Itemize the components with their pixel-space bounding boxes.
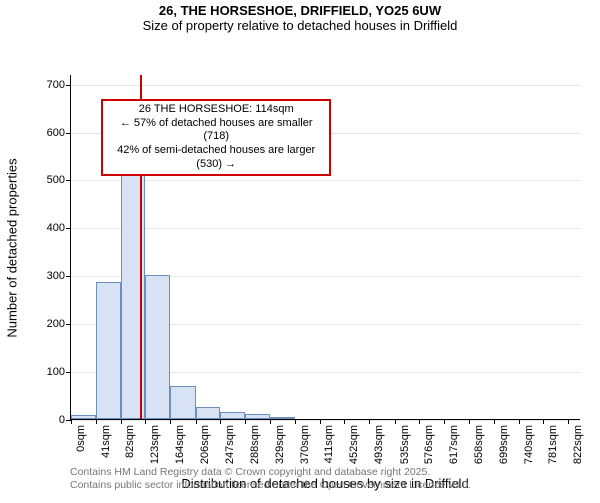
xtick-label: 0sqm [75, 425, 87, 452]
attribution: Contains HM Land Registry data © Crown c… [70, 466, 471, 492]
xtick-label: 41sqm [100, 425, 112, 458]
xtick-mark [494, 419, 495, 424]
annotation-line3: 42% of semi-detached houses are larger (… [109, 144, 323, 172]
xtick-mark [519, 419, 520, 424]
y-axis-label: Number of detached properties [5, 158, 20, 337]
xtick-mark [71, 419, 72, 424]
histogram-bar [220, 412, 245, 419]
histogram-bar [270, 417, 295, 419]
ytick-mark [66, 180, 71, 181]
histogram-bar [96, 282, 121, 419]
ytick-label: 700 [47, 79, 65, 91]
xtick-mark [344, 419, 345, 424]
ytick-label: 100 [47, 366, 65, 378]
xtick-mark [196, 419, 197, 424]
plot-area: 26 THE HORSESHOE: 114sqm ← 57% of detach… [70, 75, 580, 420]
ytick-label: 600 [47, 127, 65, 139]
xtick-mark [270, 419, 271, 424]
xtick-mark [170, 419, 171, 424]
ytick-mark [66, 276, 71, 277]
gridline-h [71, 180, 580, 181]
xtick-label: 699sqm [498, 425, 510, 464]
ytick-label: 200 [47, 318, 65, 330]
ytick-mark [66, 85, 71, 86]
xtick-label: 329sqm [274, 425, 286, 464]
ytick-mark [66, 324, 71, 325]
histogram-bar [170, 386, 195, 419]
ytick-mark [66, 228, 71, 229]
xtick-label: 288sqm [249, 425, 261, 464]
xtick-mark [145, 419, 146, 424]
xtick-label: 781sqm [547, 425, 559, 464]
xtick-mark [419, 419, 420, 424]
xtick-mark [444, 419, 445, 424]
attribution-line2: Contains public sector information licen… [70, 479, 471, 492]
gridline-h [71, 85, 580, 86]
chart-subtitle: Size of property relative to detached ho… [0, 18, 600, 33]
xtick-label: 206sqm [199, 425, 211, 464]
gridline-h [71, 420, 580, 421]
xtick-label: 658sqm [473, 425, 485, 464]
histogram-bar [245, 414, 270, 419]
xtick-mark [96, 419, 97, 424]
histogram-bar [196, 407, 221, 419]
ytick-mark [66, 133, 71, 134]
xtick-mark [295, 419, 296, 424]
annotation-box: 26 THE HORSESHOE: 114sqm ← 57% of detach… [101, 99, 331, 176]
xtick-label: 411sqm [323, 425, 335, 463]
ytick-label: 0 [59, 414, 65, 426]
ytick-label: 500 [47, 174, 65, 186]
xtick-mark [320, 419, 321, 424]
xtick-label: 493sqm [373, 425, 385, 464]
annotation-line2: ← 57% of detached houses are smaller (71… [109, 117, 323, 145]
xtick-label: 452sqm [348, 425, 360, 464]
annotation-line1: 26 THE HORSESHOE: 114sqm [109, 103, 323, 117]
xtick-label: 123sqm [149, 425, 161, 464]
xtick-mark [568, 419, 569, 424]
xtick-mark [369, 419, 370, 424]
gridline-h [71, 228, 580, 229]
xtick-label: 740sqm [523, 425, 535, 464]
histogram-bar [145, 275, 170, 419]
ytick-mark [66, 372, 71, 373]
xtick-label: 822sqm [572, 425, 584, 464]
ytick-label: 400 [47, 222, 65, 234]
xtick-mark [395, 419, 396, 424]
xtick-label: 370sqm [299, 425, 311, 464]
xtick-mark [220, 419, 221, 424]
attribution-line1: Contains HM Land Registry data © Crown c… [70, 466, 471, 479]
ytick-label: 300 [47, 270, 65, 282]
xtick-mark [543, 419, 544, 424]
xtick-mark [121, 419, 122, 424]
xtick-label: 164sqm [174, 425, 186, 464]
chart-title: 26, THE HORSESHOE, DRIFFIELD, YO25 6UW [0, 3, 600, 18]
xtick-mark [469, 419, 470, 424]
xtick-label: 247sqm [224, 425, 236, 464]
xtick-mark [245, 419, 246, 424]
xtick-label: 576sqm [423, 425, 435, 464]
xtick-label: 535sqm [399, 425, 411, 464]
xtick-label: 82sqm [124, 425, 136, 458]
histogram-bar [71, 415, 96, 419]
xtick-label: 617sqm [448, 425, 460, 464]
